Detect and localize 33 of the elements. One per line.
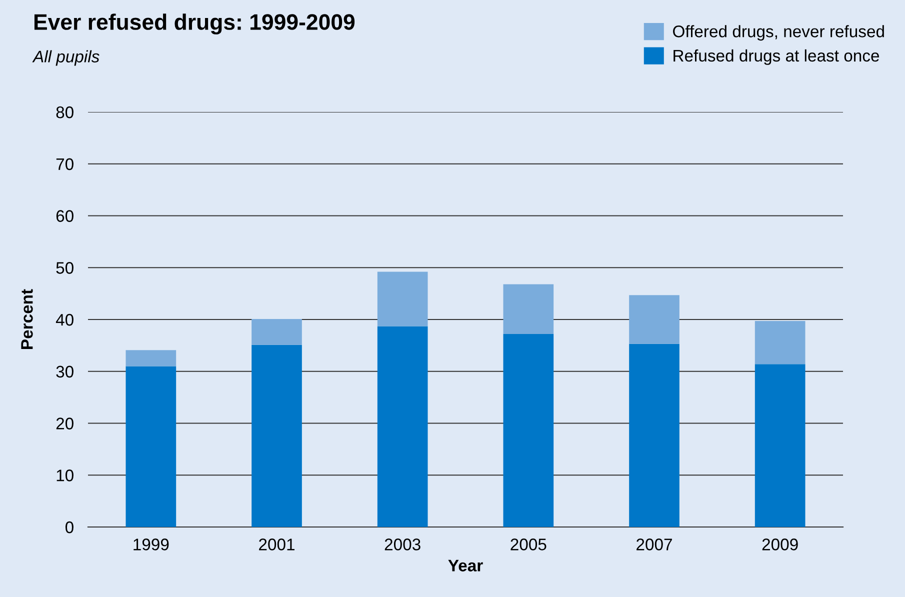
y-tick-label: 50 [56, 262, 74, 274]
x-axis-title: Year [448, 560, 483, 572]
y-tick-label: 80 [56, 106, 74, 118]
bar [503, 334, 554, 527]
y-tick-label: 70 [56, 158, 74, 170]
y-tick-label: 60 [56, 210, 74, 222]
x-tick-label: 2005 [510, 538, 546, 550]
x-tick-label: 2003 [384, 538, 420, 550]
x-tick-label: 2001 [259, 538, 294, 550]
bar [377, 326, 428, 527]
legend-label: Refused drugs at least once [674, 49, 880, 65]
chart-subtitle: All pupils [32, 50, 100, 66]
y-tick-label: 10 [56, 470, 74, 482]
bar [252, 344, 302, 527]
bar [629, 344, 680, 527]
y-tick-label: 20 [56, 418, 74, 430]
bar [754, 321, 806, 364]
x-tick-label: 1999 [134, 538, 169, 550]
x-tick-label: 2007 [636, 538, 672, 550]
bar [754, 364, 806, 527]
y-axis-title: Percent [21, 289, 33, 349]
bar [126, 366, 176, 527]
y-tick-label: 40 [56, 314, 74, 326]
bar [629, 295, 680, 344]
x-tick-label: 2009 [762, 538, 798, 550]
chart-title: Ever refused drugs: 1999-2009 [34, 14, 355, 34]
y-tick-label: 30 [56, 366, 74, 378]
bar [377, 272, 428, 326]
bar [126, 350, 176, 366]
y-tick-label: 0 [65, 521, 74, 534]
bar [252, 318, 302, 345]
bar [503, 284, 554, 334]
legend-label: Offered drugs, never refused [673, 25, 884, 41]
